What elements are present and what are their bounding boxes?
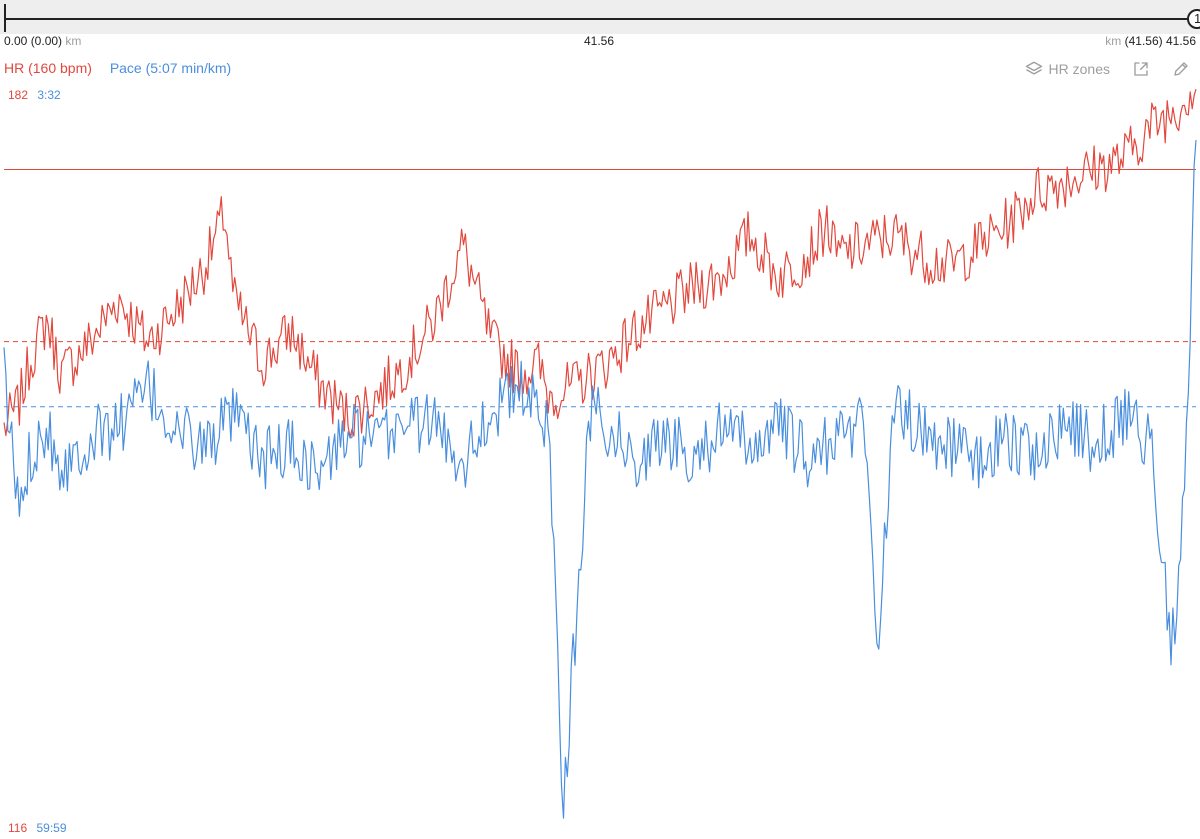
hr-max-label: 182 (8, 88, 29, 102)
hr-min-label: 116 (8, 821, 28, 835)
legend-hr[interactable]: HR (160 bpm) (4, 60, 92, 76)
range-end-unit: km (1105, 34, 1122, 48)
open-external-button[interactable] (1132, 60, 1150, 78)
chart-toolbar: HR zones (1003, 58, 1190, 80)
range-start-value: 0.00 (0.00) (4, 34, 63, 48)
hr-zones-button[interactable]: HR zones (1025, 60, 1110, 78)
hr-series-line (3, 89, 1197, 438)
edit-button[interactable] (1172, 60, 1190, 78)
layers-icon (1025, 61, 1042, 75)
range-end-handle[interactable]: 1 (1187, 9, 1200, 29)
range-labels: 0.00 (0.00) km 41.56 km (41.56) 41.56 (0, 32, 1200, 50)
range-start-unit: km (65, 34, 82, 48)
range-end-label: km (41.56) 41.56 (1105, 34, 1196, 48)
range-start-label: 0.00 (0.00) km (4, 34, 81, 48)
pace-min-label: 59:59 (36, 821, 67, 835)
range-end-value: (41.56) 41.56 (1124, 34, 1196, 48)
pace-series-line (3, 140, 1197, 819)
scale-top-labels: 182 3:32 (8, 88, 67, 102)
distance-range-bar[interactable]: 1 (0, 0, 1200, 34)
scale-bottom-labels: 116 59:59 (8, 821, 73, 835)
range-handle-label: 1 (1194, 11, 1200, 26)
external-link-icon (1134, 62, 1148, 76)
legend-pace[interactable]: Pace (5:07 min/km) (109, 60, 232, 76)
pace-max-label: 3:32 (37, 88, 61, 102)
range-mid-value: 41.56 (584, 34, 615, 48)
chart-legend: HR (160 bpm) Pace (5:07 min/km) (4, 60, 245, 76)
range-track[interactable] (4, 18, 1192, 20)
hr-zones-label: HR zones (1048, 61, 1110, 77)
edit-pencil-icon (1174, 62, 1188, 76)
